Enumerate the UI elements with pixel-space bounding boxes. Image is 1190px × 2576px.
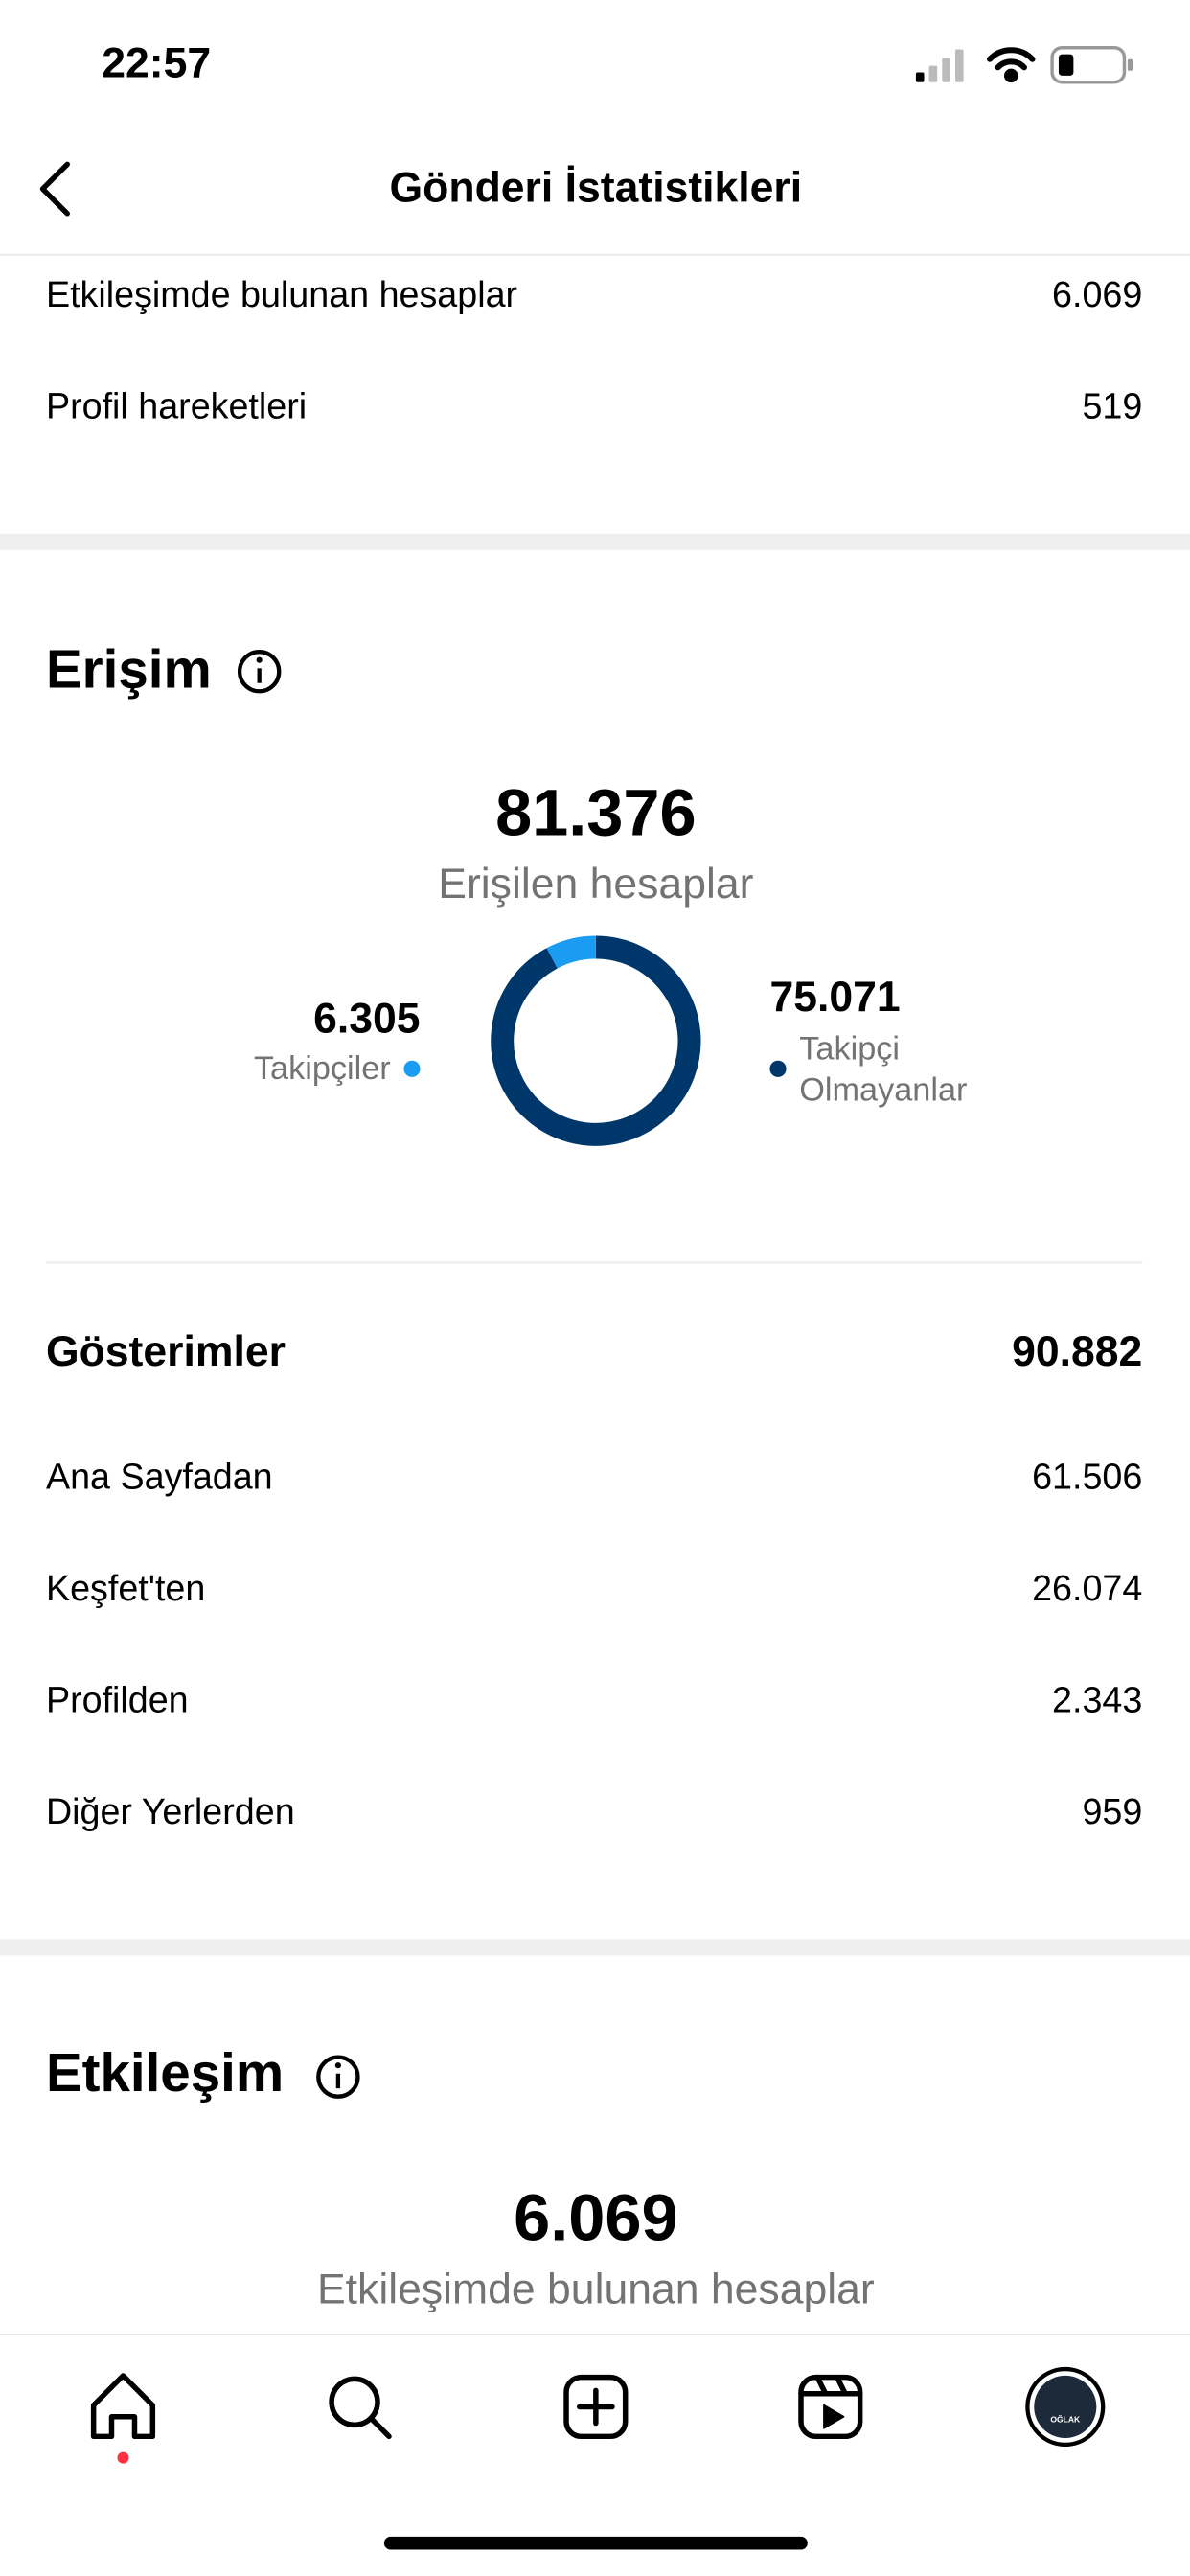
home-indicator bbox=[383, 2536, 808, 2550]
row-label: Ana Sayfadan bbox=[46, 1457, 273, 1497]
reach-total: 81.376 bbox=[495, 775, 697, 849]
summary-rows: Etkileşimde bulunan hesaplar 6.069 Profil … bbox=[46, 274, 1142, 426]
section-separator bbox=[0, 533, 1190, 550]
row-value: 6.069 bbox=[1052, 274, 1142, 314]
non-followers-label: Takipçi Olmayanlar bbox=[799, 1031, 967, 1109]
reach-total-label: Erişilen hesaplar bbox=[438, 861, 753, 908]
row-label: Profil hareketleri bbox=[46, 386, 307, 426]
reels-tab[interactable] bbox=[798, 2374, 863, 2440]
followers-value: 6.305 bbox=[313, 995, 420, 1042]
legend-dot bbox=[403, 1060, 421, 1077]
followers-label: Takipçiler bbox=[254, 1050, 391, 1087]
donut-chart bbox=[491, 935, 701, 1146]
row-value: 2.343 bbox=[1052, 1680, 1142, 1720]
home-tab[interactable] bbox=[90, 2373, 156, 2440]
status-time: 22:57 bbox=[102, 39, 211, 86]
donut-segment bbox=[491, 935, 701, 1146]
row-value: 61.506 bbox=[1032, 1457, 1142, 1497]
section-separator bbox=[0, 1939, 1190, 1956]
battery-icon bbox=[1050, 46, 1133, 84]
legend-dot bbox=[769, 1060, 787, 1077]
create-tab[interactable] bbox=[563, 2374, 629, 2440]
back-button[interactable] bbox=[39, 161, 70, 217]
engagement-total: 6.069 bbox=[514, 2181, 677, 2255]
impressions-title: Gösterimler bbox=[46, 1328, 286, 1375]
engagement-total-label: Etkileşimde bulunan hesaplar bbox=[317, 2266, 875, 2312]
row-label: Etkileşimde bulunan hesaplar bbox=[46, 274, 517, 314]
wifi-icon bbox=[987, 47, 1036, 83]
non-followers-value: 75.071 bbox=[769, 974, 900, 1021]
impressions-rows: Ana Sayfadan 61.506 Keşfet'ten 26.074 Profil… bbox=[46, 1457, 1142, 1831]
signal-icon bbox=[915, 49, 964, 82]
row-label: Keşfet'ten bbox=[46, 1568, 205, 1608]
avatar-text: OĞLAK bbox=[1050, 2413, 1081, 2424]
info-icon[interactable] bbox=[316, 2055, 360, 2099]
search-tab[interactable] bbox=[329, 2376, 392, 2440]
row-value: 26.074 bbox=[1032, 1568, 1142, 1608]
section-title: Erişim bbox=[46, 638, 212, 699]
section-title: Etkileşim bbox=[46, 2042, 284, 2103]
page-title: Gönderi İstatistikleri bbox=[390, 165, 803, 212]
info-icon[interactable] bbox=[237, 650, 282, 694]
notification-dot bbox=[117, 2451, 129, 2464]
row-label: Diğer Yerlerden bbox=[46, 1791, 295, 1831]
row-value: 519 bbox=[1082, 386, 1142, 426]
row-value: 959 bbox=[1082, 1791, 1142, 1831]
row-label: Profilden bbox=[46, 1680, 189, 1720]
impressions-total: 90.882 bbox=[1012, 1328, 1142, 1375]
profile-tab[interactable]: OĞLAK bbox=[1025, 2366, 1106, 2448]
donut-segment bbox=[546, 935, 597, 969]
